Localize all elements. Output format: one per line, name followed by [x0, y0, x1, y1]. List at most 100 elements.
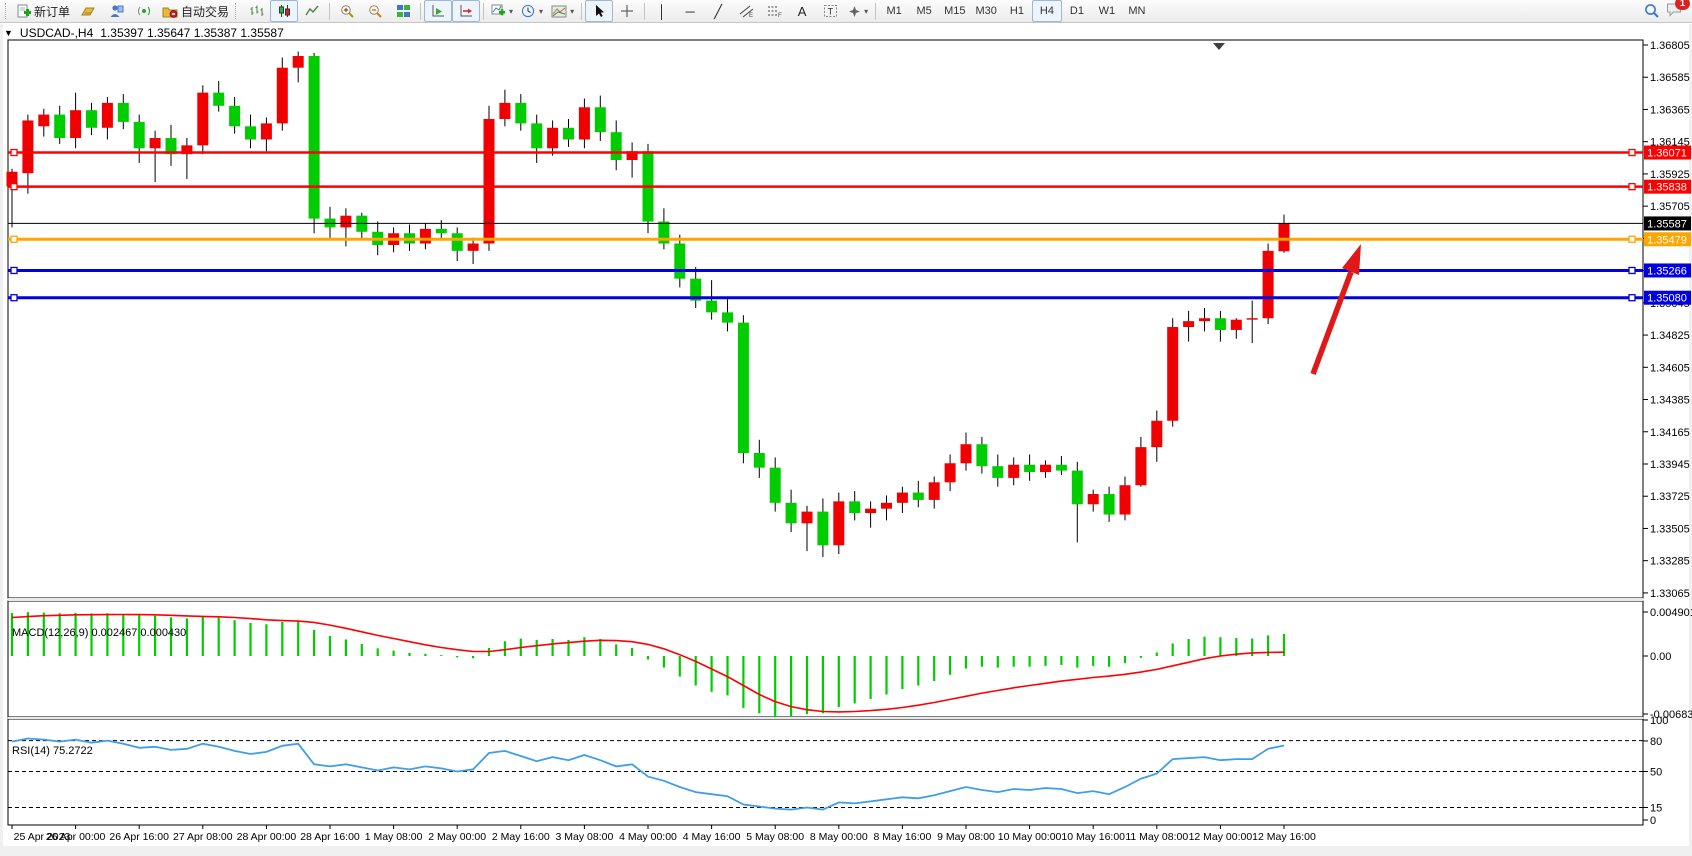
- line-handle[interactable]: [10, 294, 18, 302]
- candle: [960, 432, 972, 471]
- timeframe-H4[interactable]: H4: [1031, 0, 1062, 22]
- candle: [245, 114, 256, 149]
- candle: [547, 120, 559, 156]
- candle: [499, 89, 511, 127]
- zoom-out-icon: [368, 4, 382, 18]
- line-handle[interactable]: [1628, 235, 1636, 243]
- toolbar-separator: [420, 2, 422, 20]
- time-axis-label: 4 May 16:00: [683, 831, 741, 843]
- candle: [1183, 310, 1195, 342]
- chart-shift-button[interactable]: [452, 0, 481, 22]
- timeframe-M5[interactable]: M5: [916, 5, 932, 17]
- line-handle[interactable]: [10, 235, 18, 243]
- timeframe-MN[interactable]: MN: [1128, 5, 1146, 17]
- price-axis-label: 1.33065: [1650, 588, 1690, 600]
- toolbar-grip[interactable]: [5, 3, 10, 19]
- candle: [881, 495, 892, 521]
- line-chart-mode-button[interactable]: [298, 0, 326, 22]
- zoom-out-button[interactable]: [361, 0, 389, 22]
- macd-axis-label: 0.00: [1650, 651, 1671, 663]
- time-axis-label: 9 May 08:00: [937, 831, 995, 843]
- bar-chart-icon: [250, 5, 264, 16]
- candle: [1024, 454, 1036, 481]
- zoom-in-button[interactable]: [333, 0, 361, 22]
- timeframe-M30[interactable]: M30: [975, 5, 997, 17]
- resistance-line-1[interactable]: [8, 148, 1643, 157]
- timeframe-W1[interactable]: W1: [1098, 5, 1116, 17]
- timeframe-group: M1 M5 M15 M30 H1 H4 D1 W1 MN: [879, 0, 1152, 22]
- toolbar-grip[interactable]: [235, 3, 240, 19]
- price-axis-label: 1.33945: [1650, 459, 1690, 471]
- text-tool[interactable]: A: [788, 0, 816, 22]
- data-window-button[interactable]: [102, 0, 130, 22]
- chat-button[interactable]: 1: [1666, 0, 1690, 20]
- toolbar: 新订单 自动交易: [0, 0, 1692, 23]
- line-handle[interactable]: [1628, 266, 1636, 275]
- candle: [769, 457, 781, 512]
- vertical-line-tool[interactable]: │: [648, 0, 676, 22]
- candle: [70, 92, 82, 149]
- timeframe-D1[interactable]: D1: [1069, 5, 1084, 17]
- candle: [1008, 457, 1020, 486]
- line-handle[interactable]: [10, 148, 18, 157]
- candle: [22, 114, 34, 194]
- text-label-tool[interactable]: T: [816, 0, 844, 22]
- panel-divider[interactable]: [8, 717, 1643, 719]
- support-line-1[interactable]: [8, 266, 1643, 275]
- chart-shift-marker[interactable]: [1213, 43, 1225, 50]
- auto-trading-icon: [162, 7, 178, 18]
- crosshair-icon: [621, 5, 634, 17]
- channel-tool[interactable]: E: [732, 0, 760, 22]
- horizontal-line-tool[interactable]: ─: [676, 0, 704, 22]
- new-order-button[interactable]: 新订单: [12, 0, 74, 22]
- search-icon[interactable]: [1644, 3, 1660, 19]
- chart-canvas[interactable]: 1.368051.365851.363651.361451.359251.357…: [0, 24, 1692, 856]
- navigator-button[interactable]: [130, 0, 158, 22]
- one-click-trading-arrow-icon[interactable]: ▼: [4, 27, 13, 38]
- auto-trading-button[interactable]: 自动交易: [158, 0, 233, 22]
- dropdown-arrow-icon: ▾: [570, 6, 575, 16]
- candle: [197, 85, 209, 155]
- shapes-tool[interactable]: ▾: [844, 0, 872, 22]
- toolbar-separator: [581, 2, 583, 20]
- crosshair-tool-button[interactable]: [613, 0, 641, 22]
- candle: [1040, 460, 1051, 478]
- fibonacci-tool[interactable]: F: [760, 0, 788, 22]
- market-watch-button[interactable]: [74, 0, 102, 22]
- candle: [753, 439, 765, 478]
- cursor-tool-button[interactable]: [585, 0, 614, 22]
- timeframe-H1[interactable]: H1: [1009, 5, 1024, 17]
- timeframe-M1[interactable]: M1: [886, 5, 902, 17]
- timeframe-M15[interactable]: M15: [944, 5, 966, 17]
- line-handle[interactable]: [1628, 183, 1636, 191]
- time-axis-label: 10 May 00:00: [998, 831, 1062, 843]
- candle: [117, 94, 129, 130]
- auto-scroll-button[interactable]: [424, 0, 453, 22]
- candle: [849, 491, 861, 521]
- line-handle[interactable]: [10, 266, 18, 275]
- time-axis-label: 28 Apr 00:00: [237, 831, 297, 843]
- indicators-button[interactable]: ▾: [487, 0, 517, 22]
- candle: [642, 143, 654, 234]
- line-handle[interactable]: [1628, 148, 1636, 157]
- price-axis-label: 1.34605: [1650, 362, 1690, 374]
- templates-button[interactable]: ▾: [547, 0, 578, 22]
- periods-button[interactable]: ▾: [517, 0, 547, 22]
- tile-windows-button[interactable]: [389, 0, 417, 22]
- bar-chart-mode-button[interactable]: [242, 0, 270, 22]
- pivot-line[interactable]: [8, 235, 1643, 243]
- svg-text:1.35266: 1.35266: [1647, 265, 1687, 277]
- resistance-line-2[interactable]: [8, 183, 1643, 191]
- time-axis-label: 12 May 00:00: [1189, 831, 1253, 843]
- candlestick-mode-button[interactable]: [270, 0, 299, 22]
- panel-divider[interactable]: [8, 598, 1643, 601]
- line-handle[interactable]: [10, 183, 18, 191]
- line-handle[interactable]: [1628, 294, 1636, 302]
- trendline-icon: ╱: [714, 3, 722, 19]
- candle: [610, 120, 622, 171]
- support-line-2[interactable]: [8, 294, 1643, 302]
- trendline-tool[interactable]: ╱: [704, 0, 732, 22]
- trend-arrow-annotation[interactable]: [1310, 244, 1361, 375]
